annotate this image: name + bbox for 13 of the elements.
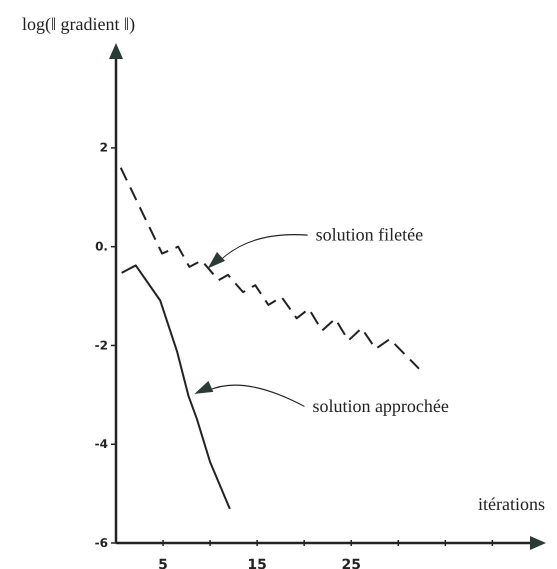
legend-label: solution filetée <box>316 224 424 244</box>
y-axis-title: log(ǁ gradient ǁ) <box>22 14 136 34</box>
text: solution approchée <box>312 396 449 416</box>
x-axis-title: itérations <box>478 494 545 514</box>
x-tick-label: 25 <box>341 556 361 569</box>
x-tick-label: 5 <box>158 556 168 569</box>
y-tick-label: 0. <box>95 240 108 254</box>
line-series <box>120 264 231 510</box>
x-tick-label: 15 <box>247 556 267 569</box>
y-tick-label: -6 <box>94 536 108 550</box>
y-tick-label: 2 <box>100 140 108 155</box>
y-tick-label: -2 <box>94 338 108 352</box>
y-tick-label: -4 <box>94 437 108 452</box>
